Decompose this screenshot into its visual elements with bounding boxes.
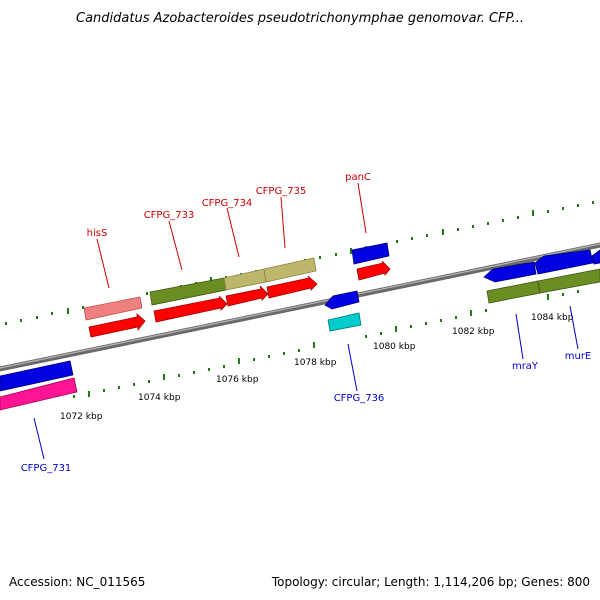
leader-panC — [357, 182, 367, 234]
leader-murE — [569, 305, 579, 350]
accession-text: Accession: NC_011565 — [9, 575, 145, 589]
leader-cfpg734 — [226, 207, 240, 258]
label-cfpg736[interactable]: CFPG_736 — [334, 393, 385, 404]
label-panC[interactable]: panC — [345, 172, 371, 183]
gene-cfpg731-cds[interactable] — [0, 377, 78, 411]
leader-cfpg733 — [168, 220, 183, 271]
leader-cfpg735 — [280, 196, 286, 249]
label-cfpg735[interactable]: CFPG_735 — [256, 186, 307, 197]
gene-cfpg731-feature[interactable] — [0, 360, 74, 392]
label-cfpg731[interactable]: CFPG_731 — [21, 463, 72, 474]
gene-hisS-feature[interactable] — [83, 296, 143, 321]
scale-label-1076: 1076 kbp — [216, 375, 259, 385]
leader-cfpg736 — [347, 343, 358, 392]
label-hisS[interactable]: hisS — [87, 228, 108, 239]
map-title: Candidatus Azobacteroides pseudotrichony… — [76, 11, 524, 26]
scale-label-1074: 1074 kbp — [138, 393, 181, 403]
topology-text: Topology: circular; Length: 1,114,206 bp… — [271, 575, 590, 589]
gene-cfpg735-feature[interactable] — [263, 257, 317, 283]
scale-label-1080: 1080 kbp — [373, 342, 416, 352]
gene-cfpg733-cds[interactable] — [153, 295, 228, 323]
gene-cfpg734-cds[interactable] — [225, 285, 269, 307]
gene-murE-cds[interactable] — [537, 268, 600, 294]
gene-panC-feature[interactable] — [351, 242, 390, 265]
label-murE[interactable]: murE — [565, 351, 592, 362]
gene-edge-feature[interactable] — [591, 249, 600, 265]
gene-hisS-cds[interactable] — [88, 313, 146, 338]
scale-label-1078: 1078 kbp — [294, 358, 337, 368]
gene-cfpg734-feature[interactable] — [223, 268, 267, 291]
label-cfpg734[interactable]: CFPG_734 — [202, 198, 253, 209]
gene-mraY-feature[interactable] — [483, 261, 537, 283]
leader-cfpg731 — [33, 417, 45, 460]
scale-label-1084: 1084 kbp — [531, 313, 574, 323]
gene-murE-feature[interactable] — [534, 249, 594, 275]
scale-label-1082: 1082 kbp — [452, 327, 495, 337]
gene-mraY-cds[interactable] — [486, 280, 541, 304]
genome-backbone — [0, 242, 600, 372]
gene-panC-cds[interactable] — [356, 260, 391, 281]
inner-tick-track — [73, 290, 579, 398]
label-cfpg733[interactable]: CFPG_733 — [144, 210, 195, 221]
gene-cfpg735-cds[interactable] — [266, 275, 318, 299]
scale-label-1072: 1072 kbp — [60, 412, 103, 422]
gene-cfpg736-feature[interactable] — [324, 290, 360, 310]
label-mraY[interactable]: mraY — [512, 361, 539, 372]
leader-hisS — [96, 238, 110, 289]
gene-cfpg736-cds[interactable] — [327, 312, 362, 332]
leader-mraY — [515, 313, 524, 360]
